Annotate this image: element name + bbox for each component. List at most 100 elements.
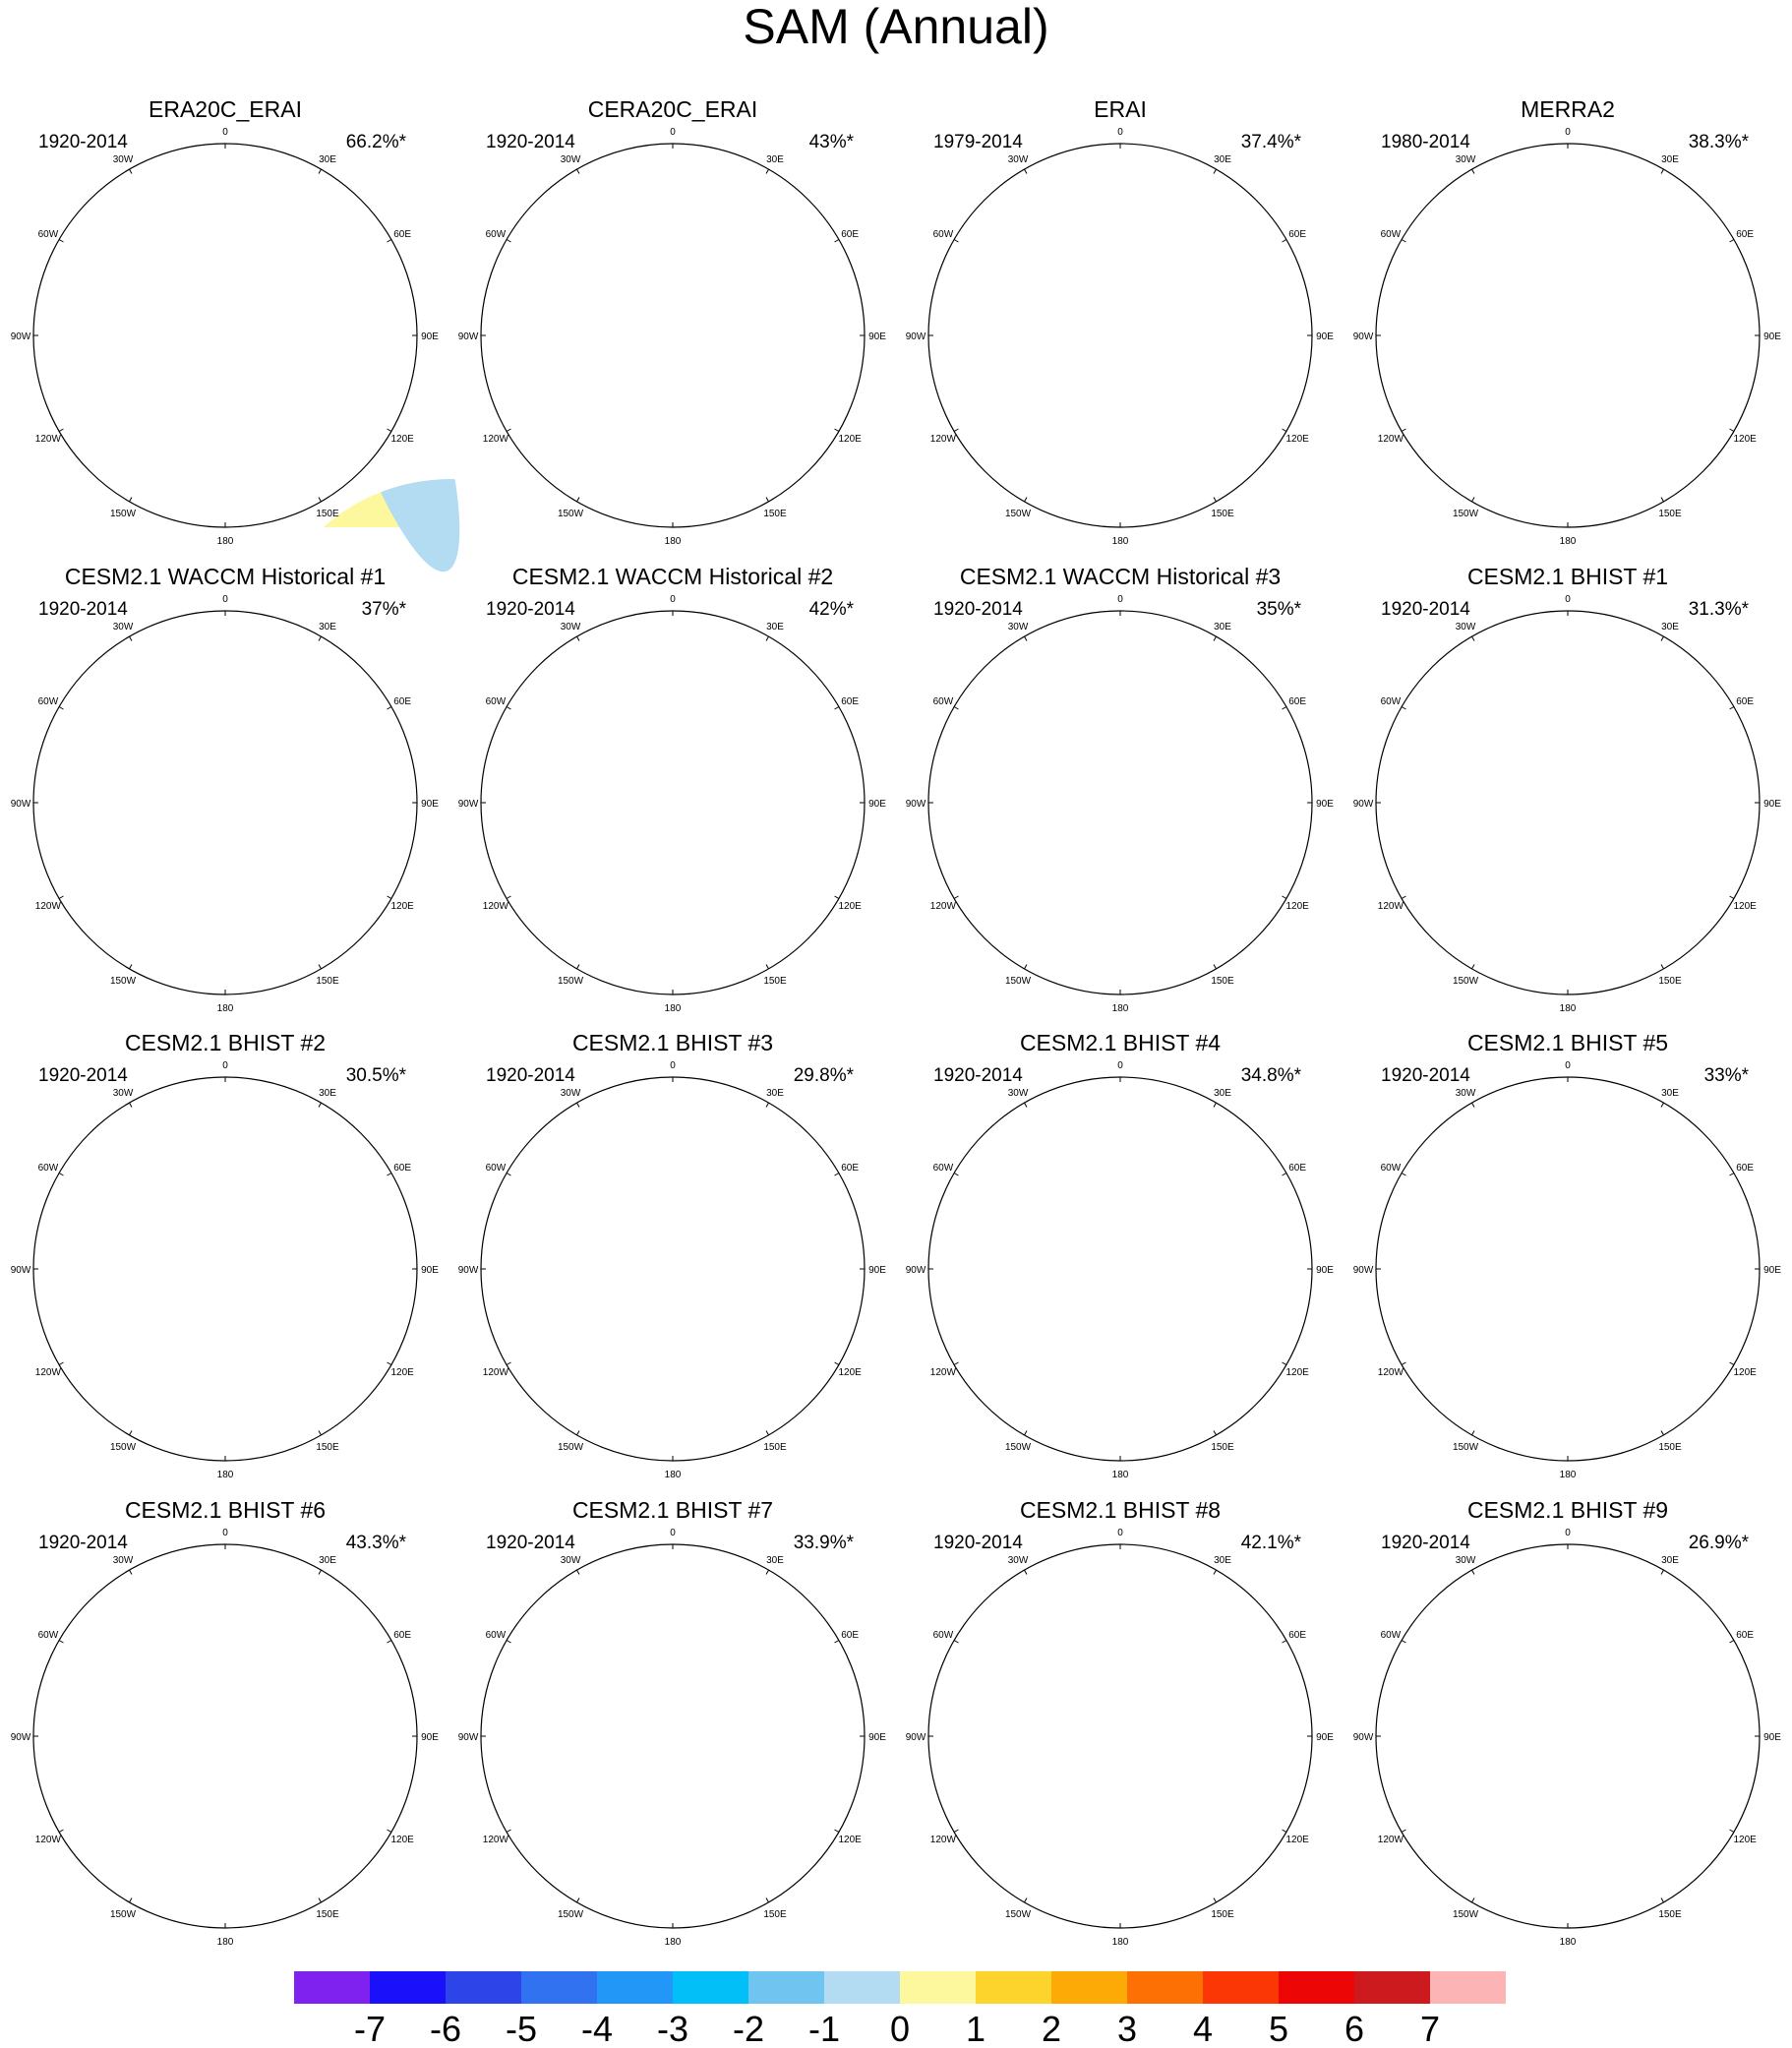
longitude-tick	[953, 428, 959, 432]
panel-grid: ERA20C_ERAI 1920-2014 66.2%* 0 30E 60E 90E 120E…	[11, 96, 1792, 1948]
panel-title: CESM2.1 BHIST #9	[1467, 1497, 1668, 1523]
longitude-label: 120E	[1733, 901, 1757, 912]
longitude-label: 120W	[1378, 901, 1404, 912]
positive-background	[928, 144, 1312, 527]
longitude-tick	[1213, 1569, 1217, 1575]
colorbar-swatch	[1051, 1971, 1127, 2004]
longitude-tick	[1660, 168, 1664, 174]
panel-title: CESM2.1 BHIST #4	[1020, 1030, 1221, 1055]
longitude-tick	[1729, 1361, 1735, 1365]
longitude-label: 60E	[1736, 1630, 1754, 1641]
longitude-tick	[58, 1640, 64, 1644]
map-panel: ERAI 1979-2014 37.4%* 0 30E 60E 90E 120E 150E 180…	[906, 96, 1335, 547]
negative-contour-level	[994, 710, 1226, 911]
positive-background	[481, 611, 865, 994]
longitude-label: 60E	[393, 1163, 411, 1174]
negative-contour-level	[149, 305, 252, 393]
longitude-label: 90E	[1316, 1265, 1334, 1276]
positive-lobe-pacific	[1034, 874, 1207, 942]
colorbar-label: 0	[890, 2009, 910, 2048]
longitude-label: 60E	[1288, 1163, 1306, 1174]
longitude-tick	[834, 706, 840, 710]
longitude-label: 150W	[558, 976, 584, 987]
panel-explained-variance: 30.5%*	[346, 1065, 407, 1086]
colorbar-swatch	[1127, 1971, 1203, 2004]
longitude-label: 120E	[1733, 1835, 1757, 1845]
longitude-tick	[953, 895, 959, 899]
longitude-label: 150W	[1005, 1909, 1032, 1920]
panel-period: 1920-2014	[1381, 599, 1470, 620]
negative-contour-level	[116, 731, 305, 894]
longitude-tick	[387, 239, 392, 243]
colorbar-swatch	[446, 1971, 521, 2004]
longitude-label: 180	[1112, 1470, 1129, 1480]
positive-lobe-indian	[1222, 294, 1247, 357]
colorbar-swatch	[748, 1971, 824, 2004]
longitude-tick	[58, 895, 64, 899]
panel-title: CERA20C_ERAI	[588, 96, 758, 122]
positive-lobe-pacific	[1481, 874, 1654, 942]
colorbar-swatch	[976, 1971, 1051, 2004]
colorbar-label: -1	[808, 2009, 840, 2048]
longitude-label: 30E	[1661, 622, 1679, 632]
longitude-label: 30E	[1214, 154, 1231, 165]
map-panel: CESM2.1 BHIST #8 1920-2014 42.1%* 0 30E 60E 90…	[906, 1497, 1335, 1948]
panel-explained-variance: 43%*	[809, 132, 855, 152]
colorbar-swatch	[1354, 1971, 1430, 2004]
positive-lobe-indian	[1222, 1695, 1247, 1758]
negative-contour-level	[614, 326, 673, 377]
panel-explained-variance: 35%*	[1257, 599, 1302, 620]
map-panel: CESM2.1 BHIST #6 1920-2014 43.3%* 0 30E 60E 90…	[11, 1497, 440, 1948]
longitude-tick	[765, 1102, 769, 1108]
negative-contour-level	[1442, 1176, 1674, 1377]
longitude-tick	[506, 1173, 511, 1176]
longitude-tick	[1213, 964, 1217, 970]
negative-contour-level	[1475, 284, 1621, 410]
coastlines	[535, 149, 846, 509]
negative-contour-level	[166, 326, 225, 377]
positive-lobe-pacific	[1034, 407, 1207, 475]
longitude-label: 30W	[561, 154, 581, 165]
longitude-label: 150E	[763, 976, 787, 987]
longitude-label: 120E	[838, 434, 862, 445]
longitude-tick	[1729, 239, 1735, 243]
negative-band-east	[1618, 632, 1792, 1053]
longitude-label: 180	[217, 1003, 234, 1014]
map-boundary	[1375, 1543, 1761, 1929]
longitude-tick	[576, 1102, 580, 1108]
longitude-label: 60W	[486, 1163, 507, 1174]
longitude-tick	[576, 168, 580, 174]
longitude-tick	[1401, 1829, 1406, 1833]
longitude-label: 150E	[763, 1909, 787, 1920]
longitude-tick	[387, 1829, 392, 1833]
longitude-label: 0	[670, 127, 676, 138]
longitude-label: 150E	[763, 509, 787, 519]
longitude-label: 120W	[1378, 1367, 1404, 1378]
longitude-label: 30W	[1456, 1088, 1476, 1099]
longitude-tick	[1401, 1173, 1406, 1176]
longitude-tick	[765, 635, 769, 641]
positive-background	[928, 611, 1312, 994]
panel-explained-variance: 42%*	[809, 599, 855, 620]
longitude-tick	[1729, 1173, 1735, 1176]
longitude-tick	[953, 1173, 959, 1176]
longitude-label: 90W	[11, 799, 31, 810]
longitude-tick	[576, 1897, 580, 1903]
negative-contour-level	[1442, 1644, 1674, 1844]
panel-period: 1920-2014	[933, 1065, 1023, 1086]
longitude-tick	[1024, 1430, 1028, 1436]
negative-band-east	[1170, 1098, 1384, 1519]
longitude-tick	[1024, 1569, 1028, 1575]
negative-contour-level	[994, 243, 1226, 444]
colorbar-label: 6	[1344, 2009, 1364, 2048]
map-panel: CESM2.1 BHIST #4 1920-2014 34.8%* 0 30E 60E 90…	[906, 1030, 1384, 1519]
sam-anomaly-field	[1324, 576, 1792, 1053]
map-boundary	[927, 1543, 1313, 1929]
longitude-tick	[1729, 428, 1735, 432]
longitude-label: 60W	[486, 1630, 507, 1641]
map-boundary	[927, 143, 1313, 528]
colorbar-label: -2	[733, 2009, 764, 2048]
positive-background	[33, 1077, 417, 1461]
negative-band-east	[275, 1098, 489, 1519]
longitude-tick	[1024, 635, 1028, 641]
